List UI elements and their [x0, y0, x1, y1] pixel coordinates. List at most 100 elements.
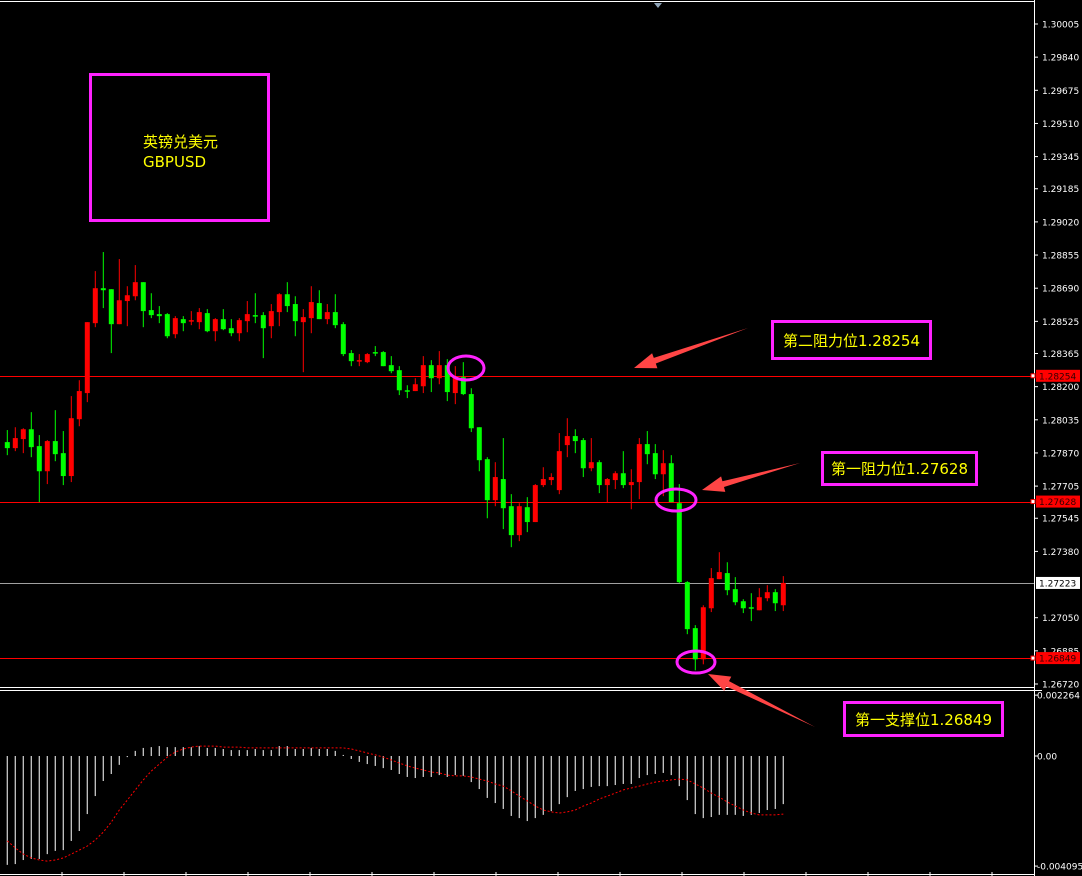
candle-bull — [452, 377, 458, 394]
candle-bull — [548, 477, 554, 481]
candle-bear — [500, 479, 506, 509]
candle-bear — [348, 353, 354, 362]
price-tick-label: 1.29020 — [1042, 218, 1079, 228]
candle-bull — [188, 320, 194, 322]
candle-bull — [532, 485, 538, 523]
candle-bear — [396, 370, 402, 391]
candle-bull — [20, 429, 26, 440]
price-axis: 1.30005 1.29840 1.29675 1.29510 1.29345 1.291… — [1030, 21, 1082, 873]
price-level-tag-label: 1.26849 — [1039, 655, 1076, 665]
candle-bear — [140, 282, 146, 312]
candle-bear — [284, 294, 290, 307]
candle-bull — [116, 300, 122, 325]
price-tick-label: 1.29345 — [1042, 153, 1079, 163]
candle-bull — [212, 319, 218, 332]
symbol-title-code: GBPUSD — [143, 153, 207, 171]
chart-frame — [0, 0, 1042, 876]
price-tick-label: 1.28200 — [1042, 383, 1079, 393]
candle-bear — [644, 444, 650, 455]
candle-bear — [596, 462, 602, 486]
candle-bear — [260, 315, 266, 329]
candle-bear — [732, 589, 738, 603]
candle-bear — [772, 592, 778, 604]
symbol-title-box: 英镑兑美元 GBPUSD — [89, 73, 270, 222]
candle-bull — [604, 479, 610, 486]
candle-bull — [364, 354, 370, 363]
support-1-label: 第一支撑位1.26849 — [843, 701, 1004, 737]
candle-bear — [444, 365, 450, 393]
indicator-tick-label: 0.00 — [1037, 753, 1057, 763]
candle-bear — [252, 315, 258, 317]
candle-bear — [404, 390, 410, 392]
candle-bear — [204, 313, 210, 332]
candle-bull — [420, 365, 426, 387]
candle-bear — [220, 319, 226, 330]
candle-bear — [372, 352, 378, 354]
candle-bull — [660, 463, 666, 475]
resistance-1-label: 第一阻力位1.27628 — [821, 451, 978, 486]
candle-bull — [324, 312, 330, 320]
candle-bull — [276, 294, 282, 313]
arrow-icon — [702, 463, 800, 492]
candle-bear — [476, 427, 482, 461]
candle-bear — [484, 459, 490, 501]
candle-bull — [636, 444, 642, 483]
candle-bull — [244, 314, 250, 322]
candle-bull — [132, 282, 138, 297]
candle-bull — [436, 365, 442, 379]
candle-bull — [780, 582, 786, 606]
candles — [4, 252, 786, 671]
candle-bear — [108, 289, 114, 325]
candle-bear — [668, 463, 674, 503]
candle-bull — [12, 438, 18, 449]
candle-bear — [388, 365, 394, 372]
indicator-tick-label: -0.004095 — [1037, 863, 1082, 873]
candle-bear — [428, 365, 434, 379]
candle-bear — [460, 377, 466, 395]
candle-bull — [716, 572, 722, 580]
candle-bear — [724, 573, 730, 591]
candle-bear — [508, 506, 514, 536]
level-marker-icon — [1030, 373, 1036, 379]
candle-bear — [652, 453, 658, 475]
candle-bull — [764, 592, 770, 599]
price-level-tag — [1036, 652, 1080, 665]
indicator-tick-label: 0.002264 — [1037, 692, 1080, 702]
symbol-title-cn: 英镑兑美元 — [143, 133, 219, 151]
candle-bear — [468, 394, 474, 429]
macd-panel — [6, 745, 784, 865]
candle-bear — [332, 312, 338, 326]
arrow-icon — [634, 328, 748, 369]
price-tick-label: 1.29185 — [1042, 185, 1079, 195]
support-1-text: 第一支撑位1.26849 — [854, 710, 993, 729]
candle-bear — [580, 440, 586, 469]
price-level-tag — [1036, 576, 1080, 589]
candle-bull — [612, 473, 618, 481]
candle-bear — [60, 453, 66, 477]
candle-bull — [628, 482, 634, 486]
candle-bull — [236, 320, 242, 334]
resistance-2-label: 第二阻力位1.28254 — [771, 320, 932, 360]
candle-bull — [756, 597, 762, 611]
candle-bear — [148, 310, 154, 316]
candle-bear — [380, 352, 386, 367]
candle-bull — [516, 506, 522, 536]
price-tick-label: 1.28525 — [1042, 318, 1079, 328]
candle-bull — [300, 317, 306, 323]
price-tick-label: 1.27050 — [1042, 614, 1079, 624]
price-level-tag — [1036, 369, 1080, 382]
price-tick-label: 1.29675 — [1042, 87, 1079, 97]
level-lines — [0, 376, 1034, 659]
price-tick-label: 1.27870 — [1042, 449, 1079, 459]
candle-bull — [356, 360, 362, 362]
price-tick-label: 1.27545 — [1042, 515, 1079, 525]
resistance-1-text: 第一阻力位1.27628 — [830, 460, 969, 478]
candle-bear — [684, 582, 690, 630]
candle-bear — [28, 429, 34, 448]
arrow-icon — [708, 674, 815, 727]
price-tick-label: 1.28855 — [1042, 252, 1079, 262]
price-level-tag-label: 1.27628 — [1039, 498, 1076, 508]
candle-bull — [92, 288, 98, 324]
candle-bear — [52, 441, 58, 455]
